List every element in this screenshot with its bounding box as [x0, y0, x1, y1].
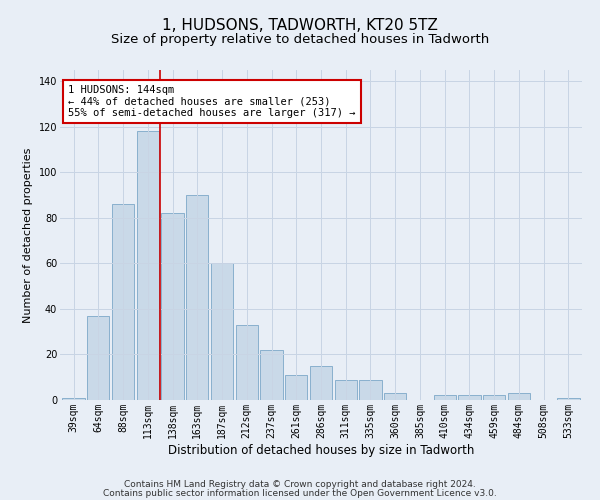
Text: 1 HUDSONS: 144sqm
← 44% of detached houses are smaller (253)
55% of semi-detache: 1 HUDSONS: 144sqm ← 44% of detached hous…	[68, 85, 355, 118]
Bar	[458, 396, 481, 400]
Bar	[137, 132, 159, 400]
Bar	[508, 393, 530, 400]
X-axis label: Distribution of detached houses by size in Tadworth: Distribution of detached houses by size …	[168, 444, 474, 456]
Bar	[211, 264, 233, 400]
Bar	[161, 214, 184, 400]
Bar	[285, 375, 307, 400]
Text: 1, HUDSONS, TADWORTH, KT20 5TZ: 1, HUDSONS, TADWORTH, KT20 5TZ	[162, 18, 438, 32]
Text: Contains HM Land Registry data © Crown copyright and database right 2024.: Contains HM Land Registry data © Crown c…	[124, 480, 476, 489]
Bar	[335, 380, 357, 400]
Bar	[359, 380, 382, 400]
Bar	[186, 195, 208, 400]
Bar	[310, 366, 332, 400]
Y-axis label: Number of detached properties: Number of detached properties	[23, 148, 33, 322]
Bar	[62, 398, 85, 400]
Bar	[87, 316, 109, 400]
Bar	[384, 393, 406, 400]
Bar	[112, 204, 134, 400]
Bar	[236, 325, 258, 400]
Bar	[483, 396, 505, 400]
Bar	[260, 350, 283, 400]
Bar	[434, 396, 456, 400]
Text: Contains public sector information licensed under the Open Government Licence v3: Contains public sector information licen…	[103, 489, 497, 498]
Text: Size of property relative to detached houses in Tadworth: Size of property relative to detached ho…	[111, 32, 489, 46]
Bar	[557, 398, 580, 400]
